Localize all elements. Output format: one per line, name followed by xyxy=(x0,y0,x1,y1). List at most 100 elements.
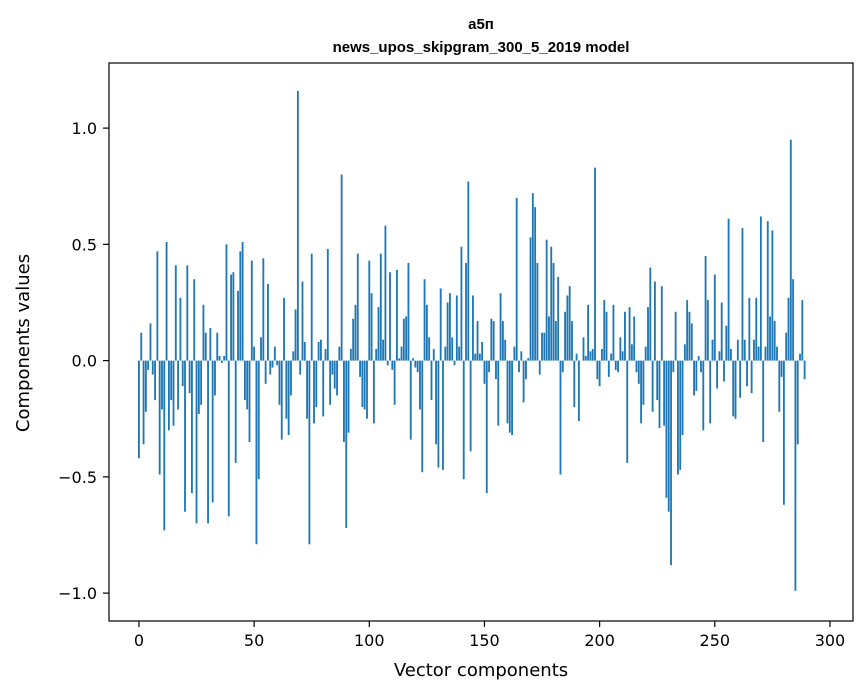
bar xyxy=(803,360,806,380)
bar xyxy=(713,274,716,361)
bar xyxy=(382,339,385,361)
bar xyxy=(195,360,198,524)
bar xyxy=(310,253,313,361)
bar xyxy=(605,311,608,361)
bar xyxy=(801,300,804,361)
bar xyxy=(564,311,566,361)
bar xyxy=(614,360,617,370)
bar xyxy=(640,360,643,424)
bar xyxy=(184,360,186,512)
bar xyxy=(186,265,189,361)
bar xyxy=(243,360,246,401)
bar xyxy=(607,360,610,377)
bar xyxy=(515,197,518,361)
bar xyxy=(603,300,606,361)
bar xyxy=(368,260,371,361)
bar xyxy=(495,360,497,380)
bar xyxy=(296,90,299,361)
bar xyxy=(711,339,714,361)
bar xyxy=(303,342,306,361)
bar xyxy=(428,337,431,361)
bar xyxy=(601,348,603,361)
bar xyxy=(151,360,154,375)
bar xyxy=(149,323,152,361)
bar xyxy=(193,279,196,361)
x-tick-label: 300 xyxy=(815,631,846,650)
bar xyxy=(384,225,387,361)
x-tick-label: 150 xyxy=(469,631,500,650)
bar xyxy=(308,360,311,545)
bar xyxy=(778,360,781,412)
bar xyxy=(637,360,640,384)
bar xyxy=(649,267,652,361)
bar xyxy=(536,262,539,361)
bar xyxy=(172,360,175,426)
bar xyxy=(702,360,705,431)
bar xyxy=(347,360,350,433)
y-tick-label: 0.5 xyxy=(72,235,97,254)
bar xyxy=(642,360,645,405)
bar xyxy=(386,360,389,366)
bar xyxy=(405,316,408,361)
bar xyxy=(621,351,624,361)
bar xyxy=(506,360,509,424)
bar xyxy=(283,297,285,361)
bar xyxy=(326,249,329,361)
bar xyxy=(188,360,191,394)
bar xyxy=(140,332,143,361)
bar xyxy=(432,348,435,361)
bar xyxy=(400,346,403,361)
bar xyxy=(596,360,599,380)
bar xyxy=(647,307,649,361)
bar xyxy=(541,332,543,361)
bar xyxy=(237,290,239,361)
bar xyxy=(799,353,801,361)
bar xyxy=(730,348,732,361)
bar xyxy=(370,293,373,361)
bar xyxy=(527,358,530,361)
bar xyxy=(267,283,269,361)
bar xyxy=(398,358,401,361)
bar xyxy=(271,360,274,368)
bar xyxy=(214,360,216,396)
bar xyxy=(393,360,396,405)
bar xyxy=(315,360,318,408)
bar xyxy=(792,279,795,361)
bar xyxy=(741,228,744,361)
bar xyxy=(331,360,334,375)
bar xyxy=(234,360,237,463)
bar xyxy=(366,360,368,419)
bar xyxy=(414,360,417,368)
bar xyxy=(165,242,168,361)
bar xyxy=(423,279,426,361)
bar xyxy=(338,346,341,361)
bar xyxy=(704,255,707,361)
bar xyxy=(718,351,721,361)
bar xyxy=(412,358,414,361)
bar xyxy=(262,258,265,361)
bar xyxy=(294,309,297,361)
bar xyxy=(345,360,348,528)
bar xyxy=(163,360,166,531)
bar xyxy=(223,355,226,361)
bar xyxy=(545,239,548,361)
bar xyxy=(550,246,553,361)
bar xyxy=(796,360,799,445)
bar xyxy=(497,360,500,426)
bar xyxy=(218,355,221,361)
x-tick-label: 100 xyxy=(354,631,385,650)
bar xyxy=(257,360,260,480)
bar xyxy=(522,360,525,403)
bar xyxy=(179,297,182,361)
bar xyxy=(660,286,663,361)
bar xyxy=(170,360,173,401)
bar xyxy=(451,337,454,361)
bar xyxy=(658,360,661,429)
bar xyxy=(430,360,433,401)
bar xyxy=(319,339,322,361)
bar xyxy=(292,351,295,361)
bar xyxy=(679,360,682,470)
bar xyxy=(363,360,366,410)
bar xyxy=(250,260,253,361)
bar xyxy=(458,346,461,361)
